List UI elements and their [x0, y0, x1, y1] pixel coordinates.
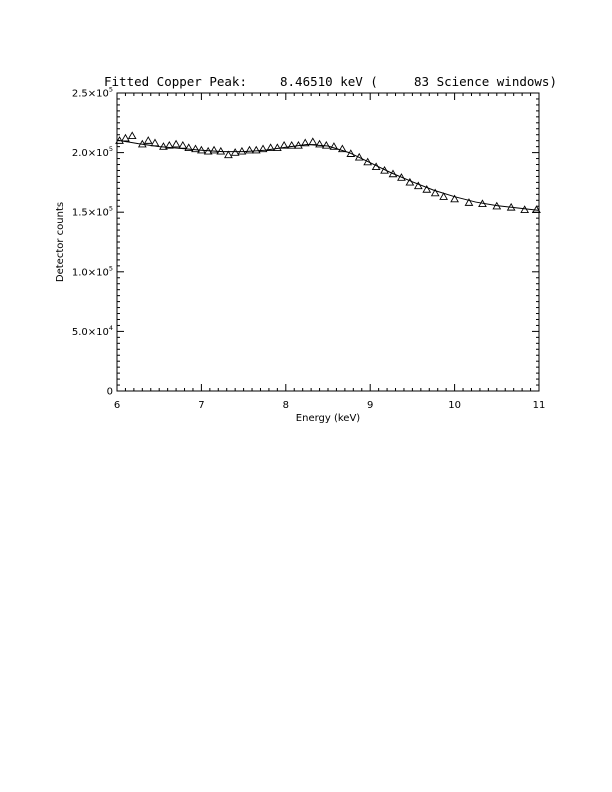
data-point-triangle [150, 138, 160, 147]
y-tick-label: 2.0×105 [72, 145, 113, 159]
data-point-triangle [272, 143, 282, 151]
data-point-triangle [237, 146, 247, 155]
data-point-triangle [245, 145, 254, 154]
data-point-triangle [405, 177, 415, 186]
y-tick-label: 5.0×104 [72, 324, 113, 338]
data-point-triangle [300, 138, 310, 147]
data-point-triangle [506, 202, 516, 211]
x-tick-label: 11 [533, 400, 546, 411]
data-point-triangle [164, 140, 174, 149]
data-point-triangle [197, 145, 206, 154]
y-axis-label: Detector counts [55, 202, 66, 282]
y-tick-mantissa: 1.5×10 [72, 208, 109, 219]
data-point-triangle [224, 150, 233, 159]
y-tick-label: 2.5×105 [72, 86, 113, 100]
plot-frame [116, 92, 540, 392]
data-point-triangle [315, 139, 324, 148]
y-tick-exponent: 4 [109, 324, 113, 332]
x-tick-label: 8 [283, 400, 289, 411]
data-point-triangle [363, 157, 373, 166]
chart-title-windows: 83 Science windows) [414, 74, 557, 89]
data-point-triangle [321, 140, 331, 149]
y-tick-label: 0 [107, 387, 113, 398]
y-axis-ticks [117, 92, 539, 392]
data-point-triangle [178, 140, 188, 149]
data-point-triangle [203, 146, 213, 155]
y-tick-mantissa: 0 [107, 387, 113, 398]
data-point-triangle [532, 205, 541, 213]
chart-title-label: Fitted Copper Peak: [104, 74, 247, 89]
chart-title: Fitted Copper Peak: 8.46510 keV ( 83 Sci… [104, 74, 557, 89]
data-point-triangle [279, 140, 289, 149]
data-point-triangle [258, 144, 268, 153]
data-point-triangle [337, 144, 347, 153]
fit-curve [116, 139, 540, 211]
x-tick-label: 9 [367, 400, 373, 411]
y-tick-mantissa: 2.5×10 [72, 89, 109, 100]
data-point-triangle [171, 139, 181, 148]
y-tick-label: 1.0×105 [72, 264, 113, 278]
chart-title-energy: 8.46510 keV ( [280, 74, 378, 89]
data-point-triangle [388, 169, 398, 178]
y-tick-label: 1.5×105 [72, 205, 113, 219]
data-point-triangle [439, 192, 449, 200]
data-point-triangle [143, 136, 153, 144]
x-tick-label: 10 [448, 400, 461, 411]
data-point-triangle [380, 165, 389, 174]
data-point-triangle [450, 194, 459, 203]
y-tick-mantissa: 2.0×10 [72, 148, 109, 159]
data-point-triangle [430, 188, 440, 197]
x-axis-ticks [116, 93, 540, 391]
data-point-triangle [209, 145, 219, 154]
data-point-triangle [492, 201, 502, 210]
data-point-triangle [266, 143, 275, 151]
data-point-triangle [520, 205, 530, 213]
y-tick-exponent: 5 [109, 86, 113, 94]
y-tick-mantissa: 5.0×10 [72, 327, 109, 338]
data-point-triangle [422, 185, 432, 193]
x-axis-tick-labels: 6 7 8 9 10 11 [114, 400, 546, 411]
data-point-triangle [191, 144, 200, 153]
data-point-triangle [294, 140, 303, 149]
data-point-triangle [115, 136, 124, 144]
x-axis-label: Energy (keV) [296, 413, 361, 424]
data-point-triangle [287, 140, 297, 149]
data-point-triangle [230, 148, 240, 156]
data-point-triangle [354, 152, 364, 161]
data-point-triangle [329, 142, 339, 150]
data-point-triangle [413, 181, 423, 190]
y-tick-exponent: 5 [109, 264, 113, 272]
x-tick-label: 6 [114, 400, 120, 411]
data-point-triangle [397, 173, 406, 181]
data-points [115, 131, 541, 213]
data-point-triangle [159, 142, 168, 150]
data-point-triangle [371, 162, 381, 171]
data-point-triangle [251, 145, 261, 154]
data-point-triangle [308, 137, 318, 146]
data-point-triangle [121, 133, 130, 142]
data-point-triangle [346, 149, 356, 157]
data-point-triangle [127, 131, 137, 140]
data-point-triangle [478, 199, 487, 208]
y-tick-exponent: 5 [109, 145, 113, 153]
data-point-triangle [184, 143, 194, 151]
y-tick-mantissa: 1.0×10 [72, 267, 109, 278]
x-tick-label: 7 [198, 400, 204, 411]
data-point-triangle [216, 146, 226, 155]
y-tick-exponent: 5 [109, 205, 113, 213]
data-point-triangle [464, 198, 474, 206]
